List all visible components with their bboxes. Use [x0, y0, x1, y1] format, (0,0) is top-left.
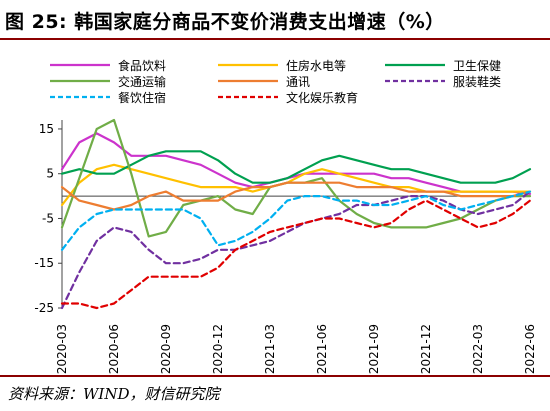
series-line [60, 132, 532, 195]
y-tick-label: 5 [46, 167, 54, 181]
series-line [60, 190, 532, 310]
y-tick-label: 15 [39, 122, 54, 136]
x-tick-label: 2021-09 [367, 324, 381, 374]
legend-label: 服装鞋类 [453, 74, 501, 89]
x-tick-label: 2022-06 [523, 324, 537, 374]
x-tick-label: 2020-06 [107, 324, 121, 374]
title-bar: 图 25: 韩国家庭分商品不变价消费支出增速（%） [0, 0, 550, 40]
source-bar: 资料来源：WIND，财信研究院 [0, 375, 550, 411]
series-line [60, 199, 532, 310]
legend-label: 食品饮料 [118, 58, 166, 73]
x-tick-label: 2020-12 [211, 324, 225, 374]
series-line [60, 190, 532, 251]
x-tick-label: 2020-03 [55, 324, 69, 374]
figure-title: 图 25: 韩国家庭分商品不变价消费支出增速（%） [5, 11, 445, 33]
x-tick-label: 2022-03 [471, 324, 485, 374]
legend-label: 文化娱乐教育 [286, 90, 358, 105]
legend-label: 卫生保健 [453, 59, 501, 73]
legend-label: 通讯 [286, 75, 310, 89]
legend-label: 住房水电等 [286, 58, 346, 73]
legend-label: 交通运输 [118, 74, 166, 89]
series-line [60, 163, 532, 207]
y-tick-label: -25 [34, 301, 54, 315]
figure-source: 资料来源：WIND，财信研究院 [8, 385, 220, 403]
series-line [60, 181, 532, 211]
series-line [60, 150, 532, 184]
x-tick-label: 2021-03 [263, 324, 277, 374]
y-tick-label: -15 [34, 256, 54, 270]
legend-label: 餐饮住宿 [118, 90, 166, 105]
y-tick-label: -5 [42, 211, 54, 225]
x-tick-label: 2021-06 [315, 324, 329, 374]
x-tick-label: 2020-09 [159, 324, 173, 374]
x-tick-label: 2021-12 [419, 324, 433, 374]
